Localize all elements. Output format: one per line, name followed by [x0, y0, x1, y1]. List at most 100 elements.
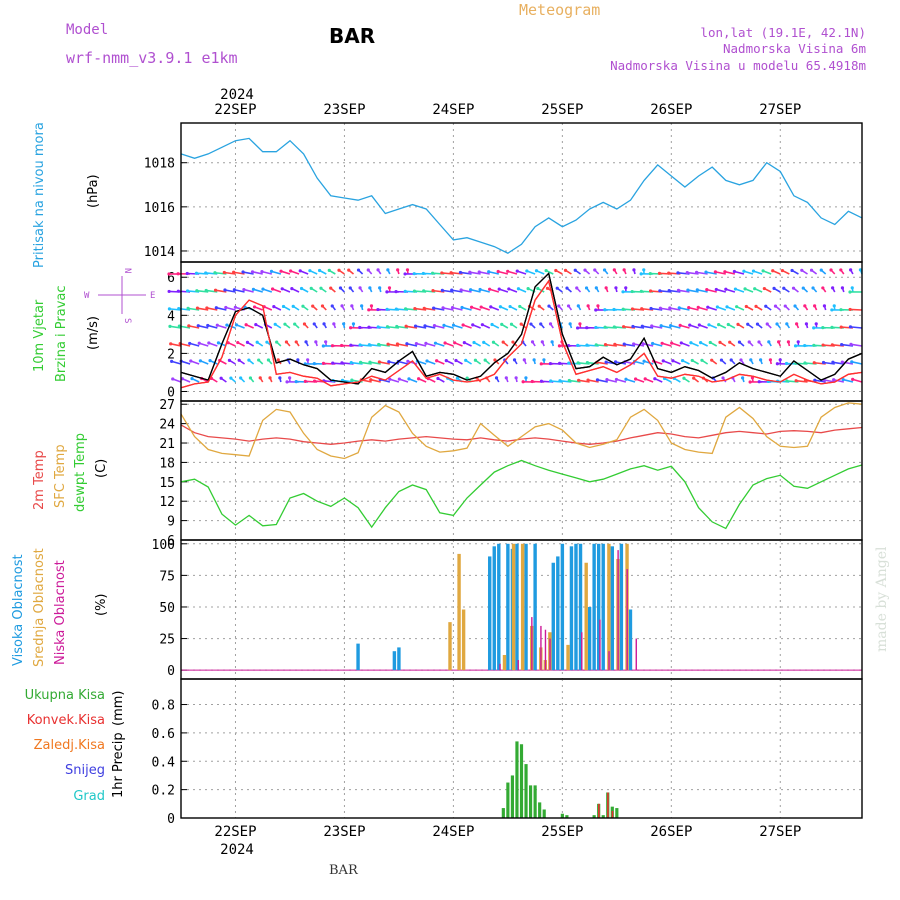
chart-title: Meteogram: [519, 1, 600, 19]
temp-ylabel-dewpt: dewpt Temp: [73, 433, 88, 512]
wind-arrow: [660, 307, 672, 311]
wind-arrow-head: [454, 358, 458, 363]
wind-arrow-head: [414, 341, 418, 346]
wind-arrow-head: [549, 379, 553, 383]
cloud-bar-high: [601, 543, 605, 671]
wind-arrow-head: [472, 340, 476, 345]
wind-arrow-head: [641, 342, 645, 346]
wind-arrow: [479, 271, 490, 275]
wind-arrow: [189, 342, 200, 347]
wind-arrow-head: [464, 358, 468, 362]
wind-arrow-head: [497, 287, 501, 291]
wind-arrow: [842, 361, 854, 365]
wind-arrow-head: [483, 358, 487, 362]
wind-arrow-head: [839, 308, 843, 312]
wind-arrow-head: [387, 360, 391, 364]
wind-arrow-head: [237, 358, 241, 362]
wind-arrow-head: [224, 305, 228, 310]
wind-arrow-head: [247, 358, 251, 362]
wind-arrow: [469, 271, 481, 275]
wind-arrow-head: [658, 306, 663, 310]
top-day-label: 27SEP: [759, 102, 801, 118]
wind-arrow-head: [658, 289, 662, 293]
wind-arrow-head: [236, 340, 240, 345]
wind-arrow-head: [459, 288, 463, 292]
wind-arrow-head: [270, 287, 275, 291]
wind-arrow: [406, 325, 418, 329]
wind-arrow-head: [812, 361, 816, 365]
wind-arrow-head: [736, 322, 740, 326]
wind-arrow-head: [565, 286, 569, 290]
wind-arrow: [651, 325, 663, 329]
precip-bar-conv: [607, 792, 609, 818]
y-tick-label: 0: [167, 385, 175, 400]
wind-arrow-head: [284, 340, 289, 344]
wind-arrow-head: [491, 340, 496, 344]
wind-arrow-head: [563, 268, 568, 272]
cloud-bar-high: [515, 543, 519, 671]
wind-arrow: [679, 324, 690, 329]
precip-legend: Ukupna Kisa Konvek.Kisa Zaledj.Kisa Snij…: [25, 688, 105, 804]
wind-arrow-head: [453, 341, 457, 345]
wind-arrow-head: [190, 377, 194, 381]
wind-arrow-head: [800, 268, 804, 272]
precip-bar-total: [592, 815, 596, 818]
wind-arrow-head: [742, 269, 746, 273]
wind-arrow-head: [176, 272, 180, 276]
precip-bar-conv: [598, 803, 600, 818]
wind-arrow-head: [285, 380, 289, 384]
wind-arrow: [388, 360, 400, 365]
precip-bar-total: [615, 808, 619, 818]
wind-arrow: [253, 288, 263, 293]
compass-east: E: [150, 291, 155, 301]
wind-arrow: [271, 270, 282, 275]
wind-arrow-head: [661, 359, 665, 363]
cloud-bar-high: [488, 556, 492, 671]
wind-arrow-head: [596, 304, 600, 308]
wind-arrow-head: [650, 341, 655, 346]
wind-arrow: [842, 378, 854, 383]
wind-arrow: [442, 307, 454, 311]
wind-arrow-head: [376, 307, 380, 312]
wind-arrow-head: [435, 359, 439, 363]
wind-arrow-head: [694, 270, 699, 274]
wind-arrow-head: [304, 340, 308, 344]
wind-arrow-head: [312, 362, 316, 366]
cloud-bar-high: [506, 543, 510, 671]
wind-arrow: [678, 289, 690, 293]
altitude-text: Nadmorska Visina 6m: [723, 41, 866, 56]
wind-arrow-head: [469, 305, 474, 309]
wind-arrow-head: [790, 268, 794, 273]
wind-arrow-head: [450, 306, 455, 310]
wind-arrow: [379, 361, 390, 365]
wind-arrow-head: [741, 376, 745, 380]
wind-arrow-head: [578, 322, 582, 326]
wind-arrow-head: [667, 288, 671, 293]
wind-arrow-head: [739, 358, 743, 362]
wind-arrow: [180, 342, 191, 347]
precip-bar-total: [506, 782, 510, 818]
wind-arrow: [706, 288, 717, 293]
wind-arrow-head: [234, 323, 239, 327]
wind-arrow-head: [250, 270, 255, 274]
precip-bar-total: [565, 815, 569, 818]
wind-arrow-head: [440, 288, 444, 292]
wind-arrow-head: [811, 286, 815, 290]
wind-arrow-head: [244, 323, 248, 327]
wind-arrow: [433, 307, 445, 311]
wind-arrow-head: [724, 287, 728, 291]
wind-arrow: [724, 270, 736, 275]
y-tick-label: 15: [159, 476, 175, 491]
wind-arrow-head: [273, 322, 277, 326]
wind-arrow-head: [621, 290, 625, 294]
wind-arrow-head: [216, 341, 221, 345]
wind-arrow-head: [765, 322, 769, 326]
y-tick-label: 24: [159, 418, 175, 433]
wind-arrow-head: [369, 304, 374, 308]
wind-arrow: [679, 307, 690, 311]
wind-arrow-head: [508, 304, 512, 309]
wind-arrow-head: [614, 377, 619, 382]
cloud-bar-high: [596, 543, 601, 671]
wind-arrow-head: [241, 270, 245, 274]
cloud-bar-low: [581, 632, 583, 671]
